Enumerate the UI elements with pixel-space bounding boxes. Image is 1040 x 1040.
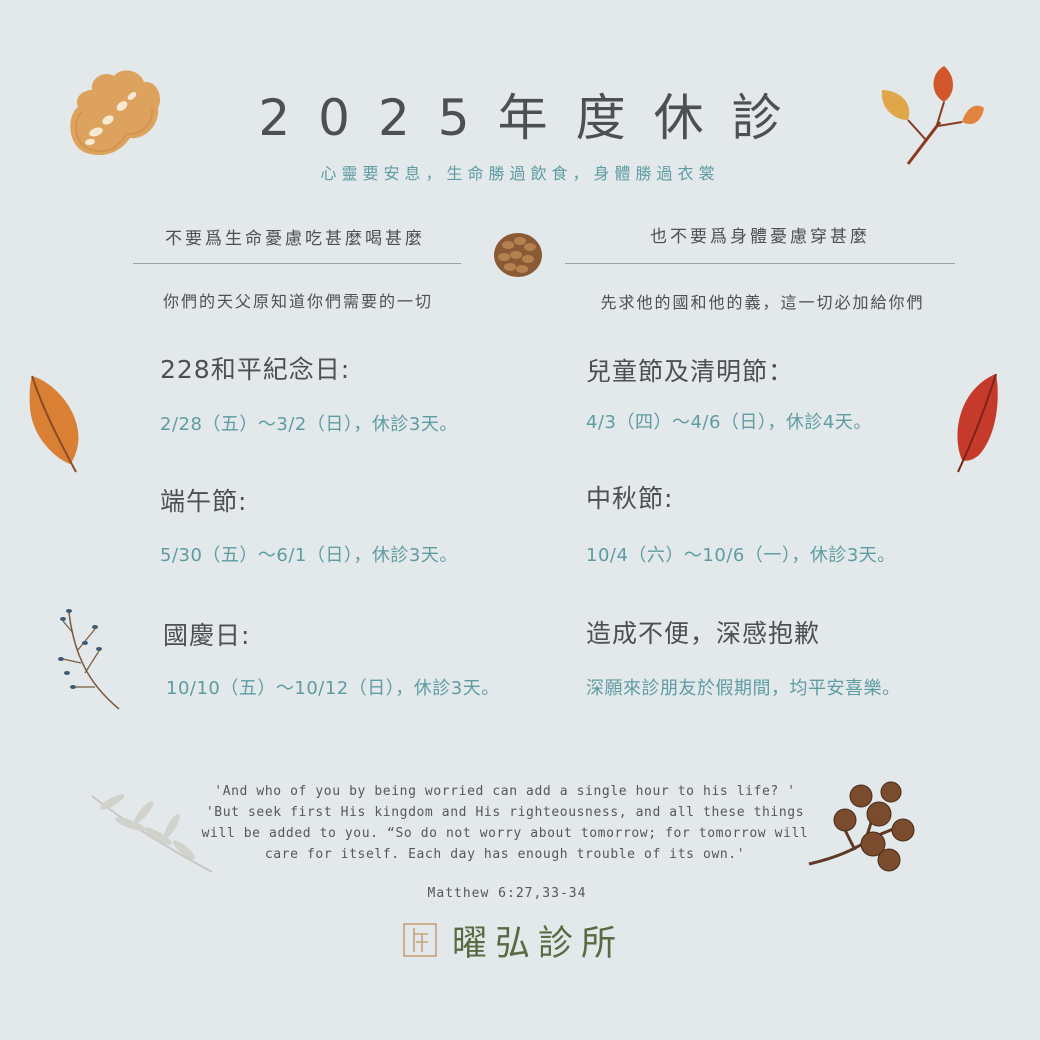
berry-branch-icon (58, 609, 120, 710)
holiday-name: 兒童節及清明節： (586, 357, 795, 386)
apology-text: 深願來診朋友於假期間，均平安喜樂。 (586, 678, 901, 699)
left-heading: 不要爲生命憂慮吃甚麼喝甚麼 (165, 229, 425, 249)
quote-line: will be added to you. “So do not worry a… (201, 826, 809, 841)
quote-line: care for itself. Each day has enough tro… (264, 847, 746, 862)
apology-title: 造成不便，深感抱歉 (586, 619, 821, 648)
bread-icon (70, 70, 161, 156)
holiday-name: 中秋節: (586, 484, 674, 513)
left-divider (133, 263, 461, 264)
right-heading: 也不要爲身體憂慮穿甚麼 (650, 227, 870, 247)
holiday-dates: 2/28（五）～3/2（日），休診3天。 (160, 414, 458, 435)
page-title: 2025年度休診 (258, 89, 810, 147)
holiday-name: 端午節: (160, 487, 248, 516)
holiday-dates: 5/30（五）～6/1（日），休診3天。 (160, 545, 458, 566)
scripture-reference: Matthew 6:27,33-34 (427, 886, 587, 901)
page-subtitle: 心靈要安息，生命勝過飲食，身體勝過衣裳 (320, 164, 720, 183)
pinecone-icon (494, 233, 542, 277)
holiday-dates: 4/3（四）～4/6（日），休診4天。 (586, 412, 872, 433)
clinic-brand: 曜弘診所 (402, 917, 625, 964)
holiday-name: 國慶日: (163, 621, 251, 650)
scripture-quote: 'And who of you by being worried can add… (190, 781, 820, 865)
clinic-name: 曜弘診所 (452, 923, 625, 964)
holiday-name: 228和平紀念日: (160, 355, 351, 384)
right-divider (565, 263, 955, 264)
holiday-dates: 10/4（六）～10/6（一），休診3天。 (586, 545, 896, 566)
orange-leaf-icon (29, 375, 79, 473)
right-verse: 先求他的國和他的義，這一切必加給你們 (600, 293, 925, 312)
clinic-logo-icon (403, 923, 437, 957)
autumn-leaves-icon (881, 66, 984, 165)
pinecone-cluster-icon (808, 781, 915, 872)
left-verse: 你們的天父原知道你們需要的一切 (162, 292, 433, 311)
pale-leaf-branch-icon (91, 794, 213, 873)
quote-line: 'But seek first His kingdom and His righ… (205, 805, 805, 820)
holiday-dates: 10/10（五）～10/12（日），休診3天。 (166, 678, 500, 699)
quote-line: 'And who of you by being worried can add… (214, 784, 796, 799)
red-leaf-icon (957, 373, 998, 473)
